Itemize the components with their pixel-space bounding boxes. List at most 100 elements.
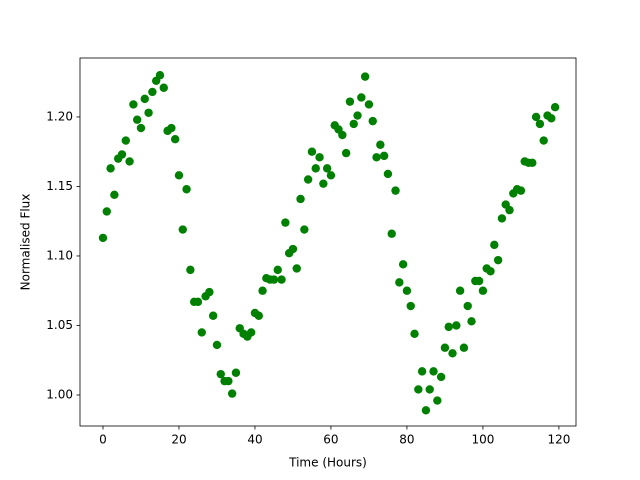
point <box>444 322 453 332</box>
point <box>129 100 138 109</box>
point <box>448 349 457 358</box>
point <box>277 275 286 284</box>
point <box>132 115 142 124</box>
point <box>539 136 548 145</box>
x-tick-label: 20 <box>171 433 186 447</box>
point <box>288 244 298 254</box>
point <box>467 317 476 326</box>
point <box>148 87 157 97</box>
x-axis-label: Time (Hours) <box>288 456 367 470</box>
y-tick-label: 1.15 <box>46 179 73 193</box>
point <box>452 321 461 330</box>
point <box>117 150 127 159</box>
point <box>383 169 393 179</box>
y-tick-label: 1.00 <box>46 387 73 401</box>
point <box>490 240 499 250</box>
point <box>387 229 396 238</box>
point <box>455 286 465 295</box>
point <box>155 71 165 80</box>
point <box>246 328 256 337</box>
y-tick-label: 1.05 <box>46 318 73 332</box>
x-tick-label: 100 <box>471 433 494 447</box>
point <box>208 311 218 320</box>
point <box>311 164 320 173</box>
point <box>193 297 203 307</box>
point <box>269 275 279 284</box>
point <box>478 286 488 295</box>
point <box>417 367 427 376</box>
y-axis-label: Normalised Flux <box>19 194 33 291</box>
point <box>159 83 168 92</box>
point <box>535 119 545 129</box>
x-tick-label: 60 <box>323 433 338 447</box>
x-tick-label: 80 <box>399 433 414 447</box>
point <box>326 171 336 180</box>
point <box>425 385 434 394</box>
point <box>410 329 419 339</box>
point <box>258 286 267 295</box>
point <box>300 225 309 234</box>
x-tick-label: 120 <box>547 433 570 447</box>
point <box>440 343 450 352</box>
point <box>433 396 442 405</box>
point <box>254 311 263 320</box>
point <box>391 186 400 195</box>
point <box>205 287 214 297</box>
point <box>186 265 195 275</box>
point <box>102 207 111 216</box>
point <box>140 94 149 104</box>
point <box>227 389 237 398</box>
point <box>315 153 324 162</box>
point <box>364 100 374 109</box>
point <box>338 130 347 140</box>
y-tick-label: 1.10 <box>46 248 73 262</box>
point <box>357 93 366 102</box>
point <box>231 368 241 377</box>
point <box>376 140 385 149</box>
point <box>528 158 537 168</box>
point <box>486 267 495 276</box>
point <box>493 255 503 265</box>
point <box>281 218 290 227</box>
point <box>296 194 305 204</box>
point <box>463 301 472 311</box>
point <box>212 340 222 350</box>
point <box>273 265 282 275</box>
point <box>197 328 206 337</box>
point <box>125 157 134 166</box>
point <box>402 286 412 295</box>
point <box>319 179 328 188</box>
point <box>353 111 362 120</box>
point <box>360 72 370 81</box>
point <box>379 151 389 161</box>
point <box>106 164 115 173</box>
point <box>429 367 438 376</box>
point <box>459 343 469 352</box>
point <box>349 119 358 129</box>
point <box>136 123 146 133</box>
x-tick-label: 0 <box>99 433 107 447</box>
point <box>414 385 423 394</box>
point <box>547 114 556 123</box>
point <box>121 136 130 145</box>
point <box>178 225 187 234</box>
point <box>292 264 301 273</box>
point <box>303 175 313 184</box>
point <box>395 278 404 287</box>
point <box>98 233 108 243</box>
point <box>322 164 332 173</box>
point <box>516 186 526 195</box>
point <box>531 112 541 122</box>
point <box>170 134 180 144</box>
point <box>216 369 225 379</box>
plot-frame <box>79 57 577 427</box>
point <box>497 214 507 223</box>
point <box>474 276 484 286</box>
point <box>436 372 446 382</box>
point <box>182 185 191 194</box>
point <box>341 148 351 158</box>
point <box>224 376 233 386</box>
point <box>110 190 119 200</box>
point <box>550 103 560 112</box>
